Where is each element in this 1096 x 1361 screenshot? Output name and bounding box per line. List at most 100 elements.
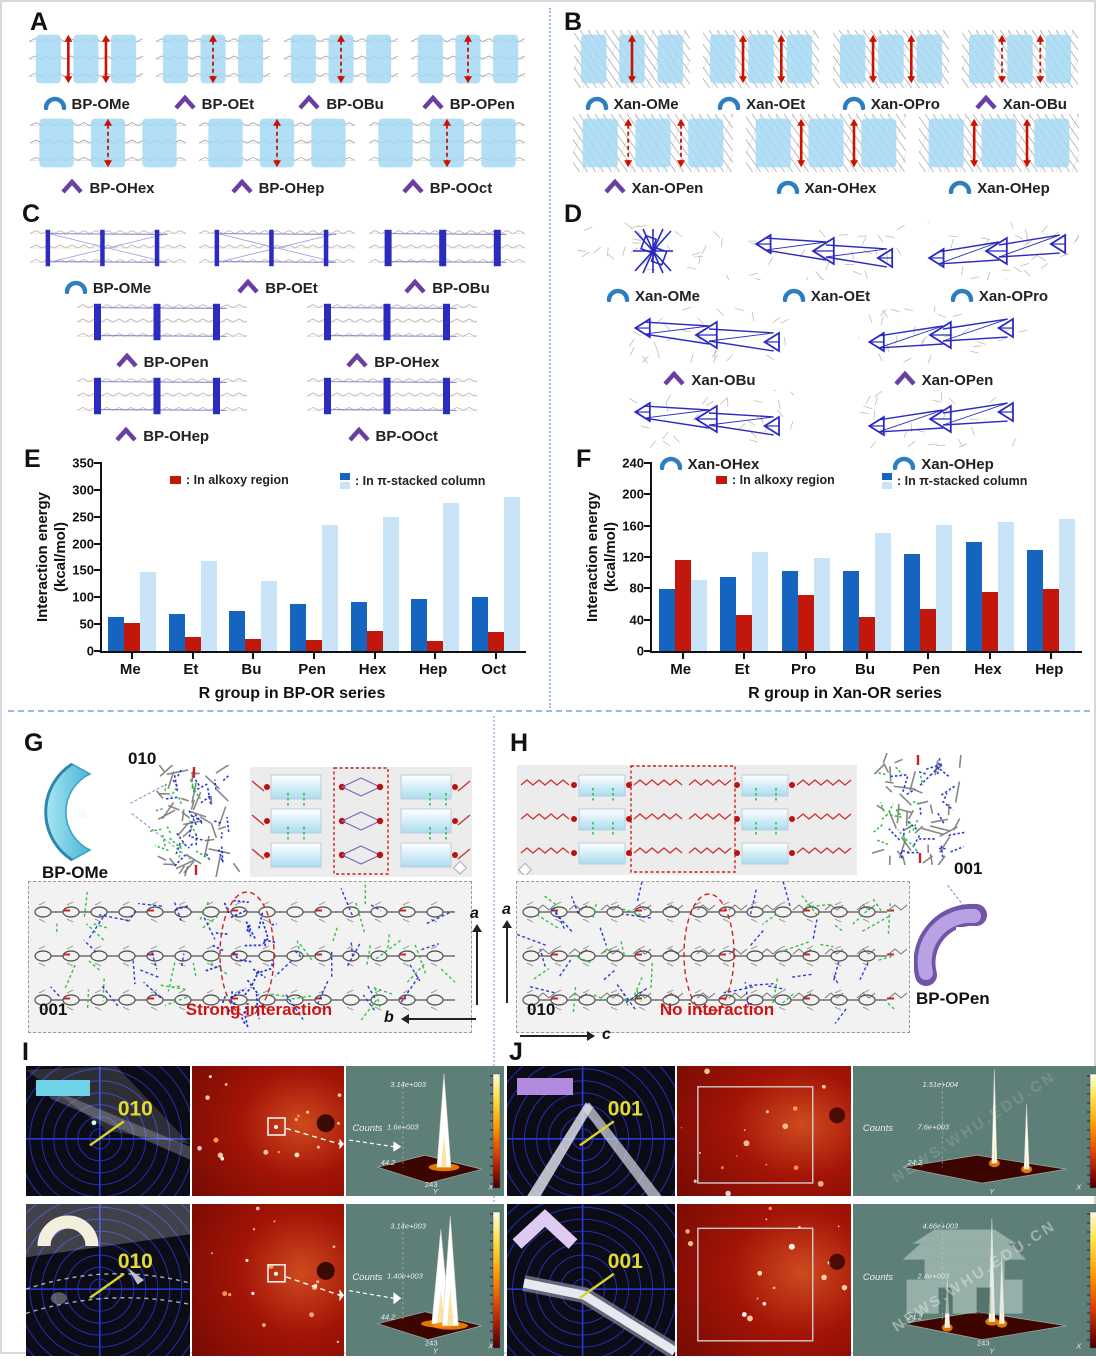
legend-label: : In π-stacked column (355, 474, 485, 488)
molecule-item: BP-OHex (307, 298, 477, 372)
chevron-icon (974, 95, 998, 114)
panel-g-letter: G (24, 731, 43, 756)
bar-dark (411, 599, 427, 651)
molecule-name: Xan-OBu (1003, 96, 1067, 113)
molecule-name: Xan-OEt (811, 288, 870, 305)
molecule-caption: Xan-OHex (776, 179, 877, 198)
arc-icon (717, 95, 741, 114)
molecule-item: BP-OBu (284, 30, 398, 114)
molecule-caption: Xan-OEt (717, 95, 805, 114)
svg-text:1.40e+003: 1.40e+003 (387, 1271, 423, 1280)
x-category-label: Hex (342, 661, 403, 678)
bar-dark (659, 589, 675, 651)
molecule-cartoon (156, 30, 270, 93)
legend-swatch-blue (882, 473, 892, 489)
bar-dark (904, 554, 920, 651)
molecule-item: BP-OMe (30, 224, 186, 298)
svg-text:243: 243 (977, 1338, 990, 1347)
bar-solid (427, 641, 443, 651)
chevron-icon (345, 353, 369, 372)
bar-dark (720, 577, 736, 651)
molecule-cartoon (573, 114, 733, 177)
molecule-caption: BP-OMe (64, 279, 151, 298)
molecule-caption: BP-OBu (297, 95, 384, 114)
molecule-cartoon (77, 298, 247, 351)
bar-dark (472, 597, 488, 651)
molecule-item: Xan-OPen (573, 114, 733, 198)
bar-solid (306, 640, 322, 651)
molecule-row: Xan-OBu Xan-OPen (560, 306, 1092, 390)
svg-text:010: 010 (118, 1250, 153, 1273)
bar-solid (245, 639, 261, 651)
bar-light (691, 580, 707, 651)
svg-text:7.6e+003: 7.6e+003 (917, 1123, 949, 1132)
arc-icon (776, 179, 800, 198)
bar-solid (124, 623, 140, 651)
axis-b-label: b (384, 1009, 394, 1027)
bar-dark (108, 617, 124, 651)
bar-light (814, 558, 830, 651)
molecule-item: Xan-OHex (746, 114, 906, 198)
panel-e-letter: E (24, 447, 41, 472)
y-tick-mark (94, 462, 102, 464)
molecule-item: Xan-OPro (919, 222, 1079, 306)
chevron-icon (662, 371, 686, 390)
arc-icon (606, 287, 630, 306)
molecule-name: Xan-OPen (922, 372, 994, 389)
bar-light (261, 581, 277, 651)
xray-diffraction-tile (677, 1204, 851, 1361)
molecule-cartoon (858, 390, 1028, 453)
molecule-name: Xan-OPro (871, 96, 940, 113)
molecule-item: Xan-OMe (573, 222, 733, 306)
molecule-cartoon (369, 114, 525, 177)
molecule-item: BP-OBu (369, 224, 525, 298)
arc-icon (842, 95, 866, 114)
legend-label: : In alkoxy region (186, 473, 289, 487)
packing-schematic-h (517, 765, 857, 880)
svg-text:X: X (1075, 1341, 1082, 1350)
molecule-item: BP-OHep (199, 114, 355, 198)
packing-schematic-g (250, 767, 472, 882)
molecule-item: BP-OEt (199, 224, 355, 298)
panel-h: H 001 BP-OPen 010 No interaction a c (502, 717, 1096, 1047)
molecule-name: BP-OBu (326, 96, 384, 113)
y-tick-mark (94, 543, 102, 545)
chevron-icon (421, 95, 445, 114)
x-tick-mark (252, 653, 254, 659)
molecule-name: Xan-OEt (746, 96, 805, 113)
x-tick-mark (131, 653, 133, 659)
molecule-row: Xan-OMe Xan-OEt Xan-OPro (560, 222, 1092, 306)
molecule-name: BP-OOct (376, 428, 439, 445)
bar-light (322, 525, 338, 651)
axis-a-label: a (502, 901, 511, 919)
x-category-label: Et (711, 661, 772, 678)
molecule-name: BP-OMe (72, 96, 130, 113)
bar-group (108, 572, 156, 651)
svg-text:Counts: Counts (352, 1123, 382, 1134)
y-tick-mark (94, 569, 102, 571)
crystal-name-bp-open: BP-OPen (916, 989, 990, 1009)
svg-text:001: 001 (608, 1250, 643, 1273)
bar-group (720, 552, 768, 651)
bar-dark (229, 611, 245, 651)
molecule-cartoon (703, 30, 819, 93)
molecule-name: BP-OHex (89, 180, 154, 197)
svg-text:Counts: Counts (863, 1123, 893, 1134)
molecule-caption: BP-OHex (345, 353, 439, 372)
molecule-caption: BP-OHep (114, 427, 209, 446)
crystal-photo-tile: 010 (26, 1066, 190, 1201)
molecule-caption: Xan-OBu (974, 95, 1067, 114)
bar-dark (1027, 550, 1043, 651)
molecule-caption: Xan-OPen (603, 179, 704, 198)
x-axis-title: R group in Xan-OR series (610, 685, 1080, 703)
arc-icon (948, 179, 972, 198)
bar-dark (169, 614, 185, 651)
molecule-item: Xan-OBu (624, 306, 794, 390)
panel-i-letter: I (22, 1040, 29, 1065)
bar-group (843, 533, 891, 651)
x-tick-mark (1050, 653, 1052, 659)
x-category-label: Et (161, 661, 222, 678)
